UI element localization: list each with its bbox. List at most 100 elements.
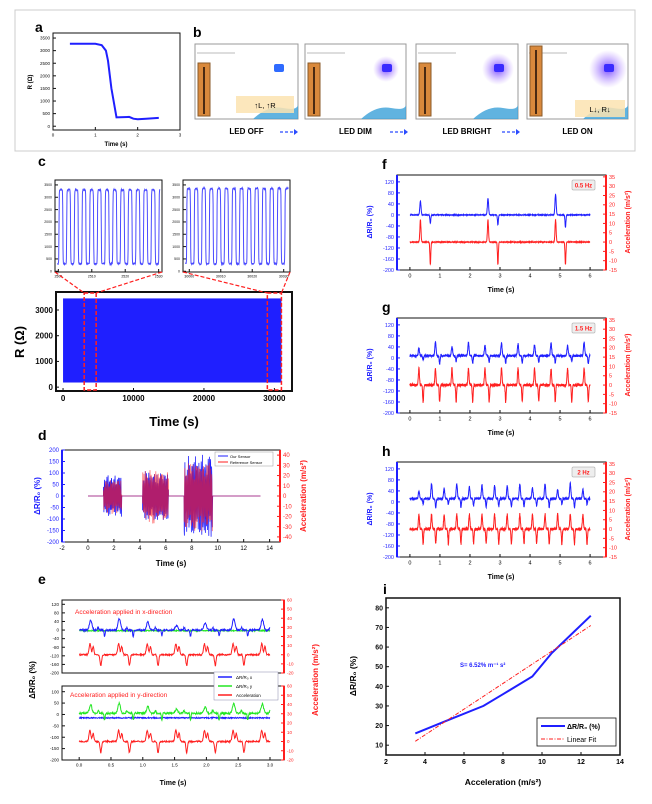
y-tick-label: -80: [386, 235, 394, 241]
y-tick-label: 70: [375, 625, 383, 632]
y-tick-label: 1000: [35, 357, 53, 366]
plot-frame: [52, 32, 181, 131]
x-tick-label: 4: [138, 546, 142, 552]
acceleration-line: [79, 641, 271, 667]
panel-b: b LED OFF LED DIM LED BRIGHT LED ON ↑L, ↑R L↓,…: [193, 24, 629, 136]
y2-tick-label: 35: [609, 175, 615, 181]
y2-tick-label: 50: [287, 693, 293, 698]
y2-tick-label: -5: [609, 536, 614, 542]
x-tick-label: 4: [528, 274, 531, 280]
y-tick-label: 10: [375, 743, 383, 750]
chart-e-subplot: 120 80 40 0 -40 -80 -120 -160 -200 60 50 40 30 20 10 0 -…: [50, 598, 294, 676]
panel-label-f: f: [382, 156, 387, 172]
y-tick-label: -50: [52, 723, 59, 728]
y-tick-label: 1500: [44, 232, 52, 236]
y-tick-label: -160: [383, 400, 394, 406]
y-tick-label: 500: [46, 257, 52, 261]
y-tick-label: 3000: [40, 48, 51, 53]
arrow-head-icon: [404, 129, 408, 135]
y2-tick-label: -40: [283, 535, 292, 541]
y-tick-label: 80: [388, 334, 394, 340]
y-tick-label: 1000: [44, 245, 52, 249]
y2-tick-label: 30: [609, 471, 615, 477]
x-tick-label: 1: [438, 561, 441, 567]
y2-tick-label: 30: [283, 463, 290, 469]
x-tick-label: 3.0: [267, 763, 274, 768]
y-tick-label: 0: [50, 269, 52, 273]
x-tick-label: 14: [266, 546, 273, 552]
y2-tick-label: 0: [609, 383, 612, 389]
acceleration-line: [409, 366, 591, 404]
chart-e-subplot: 0.0 0.5 1.0 1.5 2.0 2.5 3.0100500-50-100-150-2…: [50, 684, 294, 768]
y-tick-label: 2500: [44, 208, 52, 212]
y-tick-label: -40: [386, 511, 394, 517]
y2-tick-label: 20: [609, 346, 615, 352]
y2-tick-label: 20: [283, 474, 290, 480]
x-tick-label: 12: [577, 759, 585, 766]
chart-e: 12080400-40-80-120-160-2006050403020100-…: [28, 598, 320, 787]
y2-tick-label: -10: [283, 504, 292, 510]
y-tick-label: -100: [47, 517, 60, 523]
x-tick-label: 1: [438, 274, 441, 280]
y2-tick-label: -15: [609, 411, 617, 417]
y-tick-label: 120: [51, 602, 59, 607]
y-tick-label: 100: [49, 471, 60, 477]
x-axis-label: Time (s): [160, 780, 187, 787]
y-tick-label: 0: [391, 356, 394, 362]
acceleration-line: [409, 218, 591, 266]
stage-label: LED OFF: [229, 127, 263, 136]
x-tick-label: 2: [468, 561, 471, 567]
y-tick-label: 2500: [172, 208, 180, 212]
y2-tick-label: -10: [609, 259, 617, 265]
x-tick-label: 2: [384, 759, 388, 766]
y-tick-label: 60: [375, 645, 383, 652]
legend-label: ΔR/R₀ (%): [567, 724, 600, 731]
x-tick-label: 6: [589, 561, 592, 567]
annotation-text: L↓, R↓: [589, 105, 610, 114]
panel-ab-border: [14, 9, 636, 152]
y-tick-label: 2000: [172, 220, 180, 224]
y-tick-label: 50: [52, 483, 59, 489]
y2-tick-label: -15: [609, 268, 617, 274]
x-tick-label: 1: [438, 417, 441, 423]
y-tick-label: -120: [383, 389, 394, 395]
legend: [536, 717, 617, 747]
panel-label-c: c: [38, 153, 46, 169]
y2-tick-label: 0: [609, 240, 612, 246]
x-tick-label: 3: [498, 561, 501, 567]
x-tick-label: -2: [59, 546, 65, 552]
y2-tick-label: 60: [287, 684, 293, 689]
y2-tick-label: 5: [609, 231, 612, 237]
annotation-text: ↑L, ↑R: [254, 101, 276, 110]
y2-tick-label: 10: [287, 730, 293, 735]
y-tick-label: 50: [54, 701, 60, 706]
y-tick-label: -40: [386, 224, 394, 230]
led-photo: [304, 43, 407, 120]
y-axis-label: R (Ω): [12, 326, 27, 358]
y2-tick-label: -5: [609, 392, 614, 398]
y2-tick-label: -10: [287, 748, 294, 753]
y-tick-label: -150: [50, 746, 60, 751]
y-tick-label: 200: [49, 448, 60, 454]
y-tick-label: -80: [386, 522, 394, 528]
x-tick-label: 4: [423, 759, 427, 766]
y2-tick-label: 5: [609, 374, 612, 380]
y-tick-label: -160: [383, 257, 394, 263]
y-tick-label: -200: [383, 268, 394, 274]
y2-axis-label: Acceleration (m/s²): [311, 644, 320, 716]
y2-tick-label: 0: [287, 652, 290, 657]
frequency-badge: [571, 466, 596, 478]
x-tick-label: 6: [164, 546, 168, 552]
y-tick-label: -120: [50, 653, 60, 658]
y2-tick-label: 40: [283, 453, 290, 459]
led-icon: [382, 64, 392, 72]
y-tick-label: 80: [388, 191, 394, 197]
x-tick-label: 0.0: [76, 763, 83, 768]
chart-h: 0 1 2 3 4 5 6 120 80 40 0 -40 -80 -120 -160 -200 35 30 25 2…: [367, 461, 632, 581]
y2-axis-label: Acceleration (m/s²): [625, 190, 632, 253]
resistance-line: [69, 42, 159, 121]
water-shape: [473, 104, 518, 119]
y-tick-label: -40: [386, 367, 394, 373]
y-axis-label: ΔR/R₀ (%): [367, 348, 374, 381]
